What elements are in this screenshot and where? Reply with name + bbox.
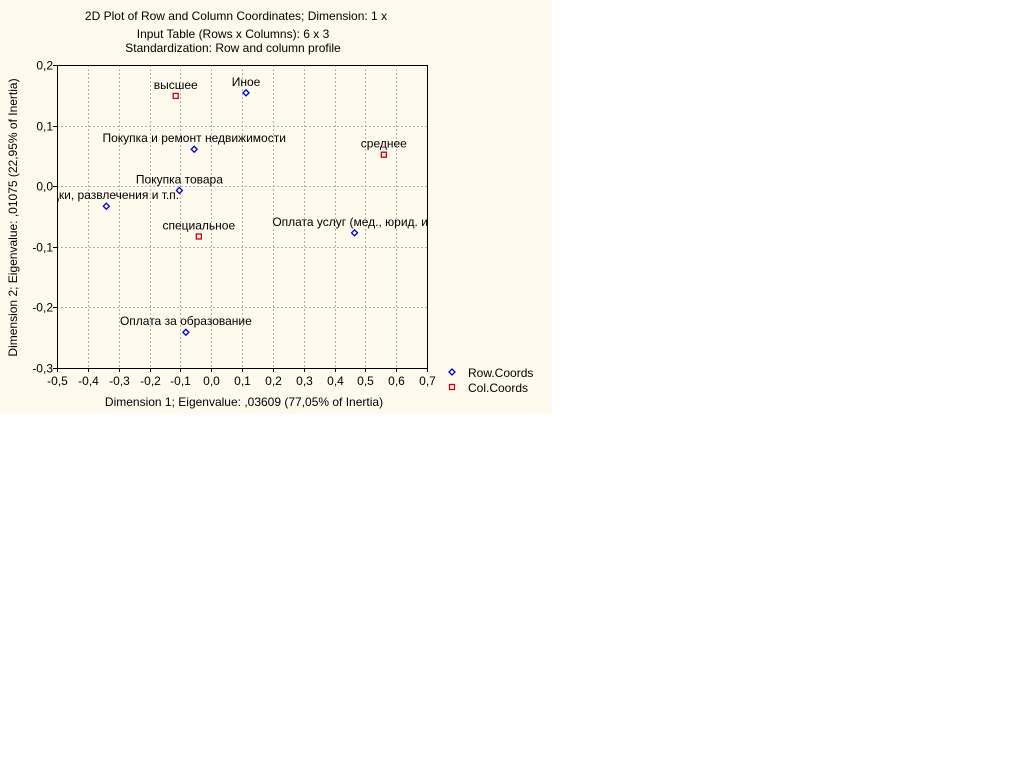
title-line-3: Standardization: Row and column profile (125, 41, 341, 55)
x-tick-label: 0,3 (296, 374, 313, 388)
legend-marker (448, 368, 456, 376)
row-point (181, 328, 190, 337)
chart-title: 2D Plot of Row and Column Coordinates; D… (85, 9, 387, 55)
point-label: Покупка товара (136, 172, 223, 186)
col-point (195, 233, 202, 240)
x-tick-label: -0,2 (140, 374, 161, 388)
x-axis-label: Dimension 1; Eigenvalue: ,03609 (77,05% … (105, 395, 383, 409)
row-point (102, 202, 111, 211)
point-label: оездки, развлечения и т.п. (34, 188, 180, 202)
legend-label: Row.Coords (468, 366, 533, 380)
col-point (172, 92, 179, 100)
x-tick-label: 0,0 (203, 374, 220, 388)
data-points: Иное Покупка и ремонт недвижимости Покупка… (34, 75, 437, 337)
point-label: Покупка и ремонт недвижимости (102, 131, 285, 145)
x-tick-label: -0,1 (170, 374, 191, 388)
row-point (350, 228, 359, 237)
x-tick-label: -0,5 (47, 374, 68, 388)
point-label: Оплата за образование (120, 314, 252, 328)
x-tick-label: -0,3 (109, 374, 130, 388)
y-tick-label: 0,2 (36, 59, 53, 73)
axis-ticks: -0,5 -0,4 -0,3 -0,2 -0,1 0,0 0,1 0,2 0,3 0,4 0,5 0,… (32, 59, 436, 389)
point-label: среднее (361, 137, 407, 151)
x-tick-label: 0,1 (234, 374, 251, 388)
grid (57, 65, 427, 368)
plot-panel (0, 0, 552, 414)
row-point (190, 145, 199, 154)
point-label: высшее (154, 78, 198, 92)
title-line-2: Input Table (Rows x Columns): 6 x 3 (137, 27, 330, 41)
chart: 2D Plot of Row and Column Coordinates; D… (6, 9, 533, 409)
y-tick-label: 0,1 (36, 120, 53, 134)
row-point (242, 88, 250, 97)
y-tick-label: -0,1 (32, 241, 53, 255)
x-tick-label: 0,6 (388, 374, 405, 388)
point-label: Иное (232, 75, 261, 89)
y-tick-label: -0,3 (32, 362, 53, 376)
x-tick-label: 0,7 (419, 374, 436, 388)
x-tick-label: -0,4 (78, 374, 99, 388)
legend-marker (448, 383, 456, 391)
y-axis-label: Dimension 2; Eigenvalue: ,01075 (22,95% … (6, 78, 20, 356)
y-tick-label: -0,2 (32, 301, 53, 315)
x-tick-label: 0,2 (265, 374, 282, 388)
x-tick-label: 0,5 (357, 374, 374, 388)
legend-label: Col.Coords (468, 381, 528, 395)
x-tick-label: 0,4 (327, 374, 344, 388)
point-label: специальное (163, 218, 236, 232)
row-point (175, 186, 184, 195)
title-line-1: 2D Plot of Row and Column Coordinates; D… (85, 9, 387, 23)
y-tick-label: 0,0 (36, 180, 53, 194)
col-point (380, 151, 387, 158)
point-label: Оплата услуг (мед., юрид. и т (272, 215, 437, 229)
